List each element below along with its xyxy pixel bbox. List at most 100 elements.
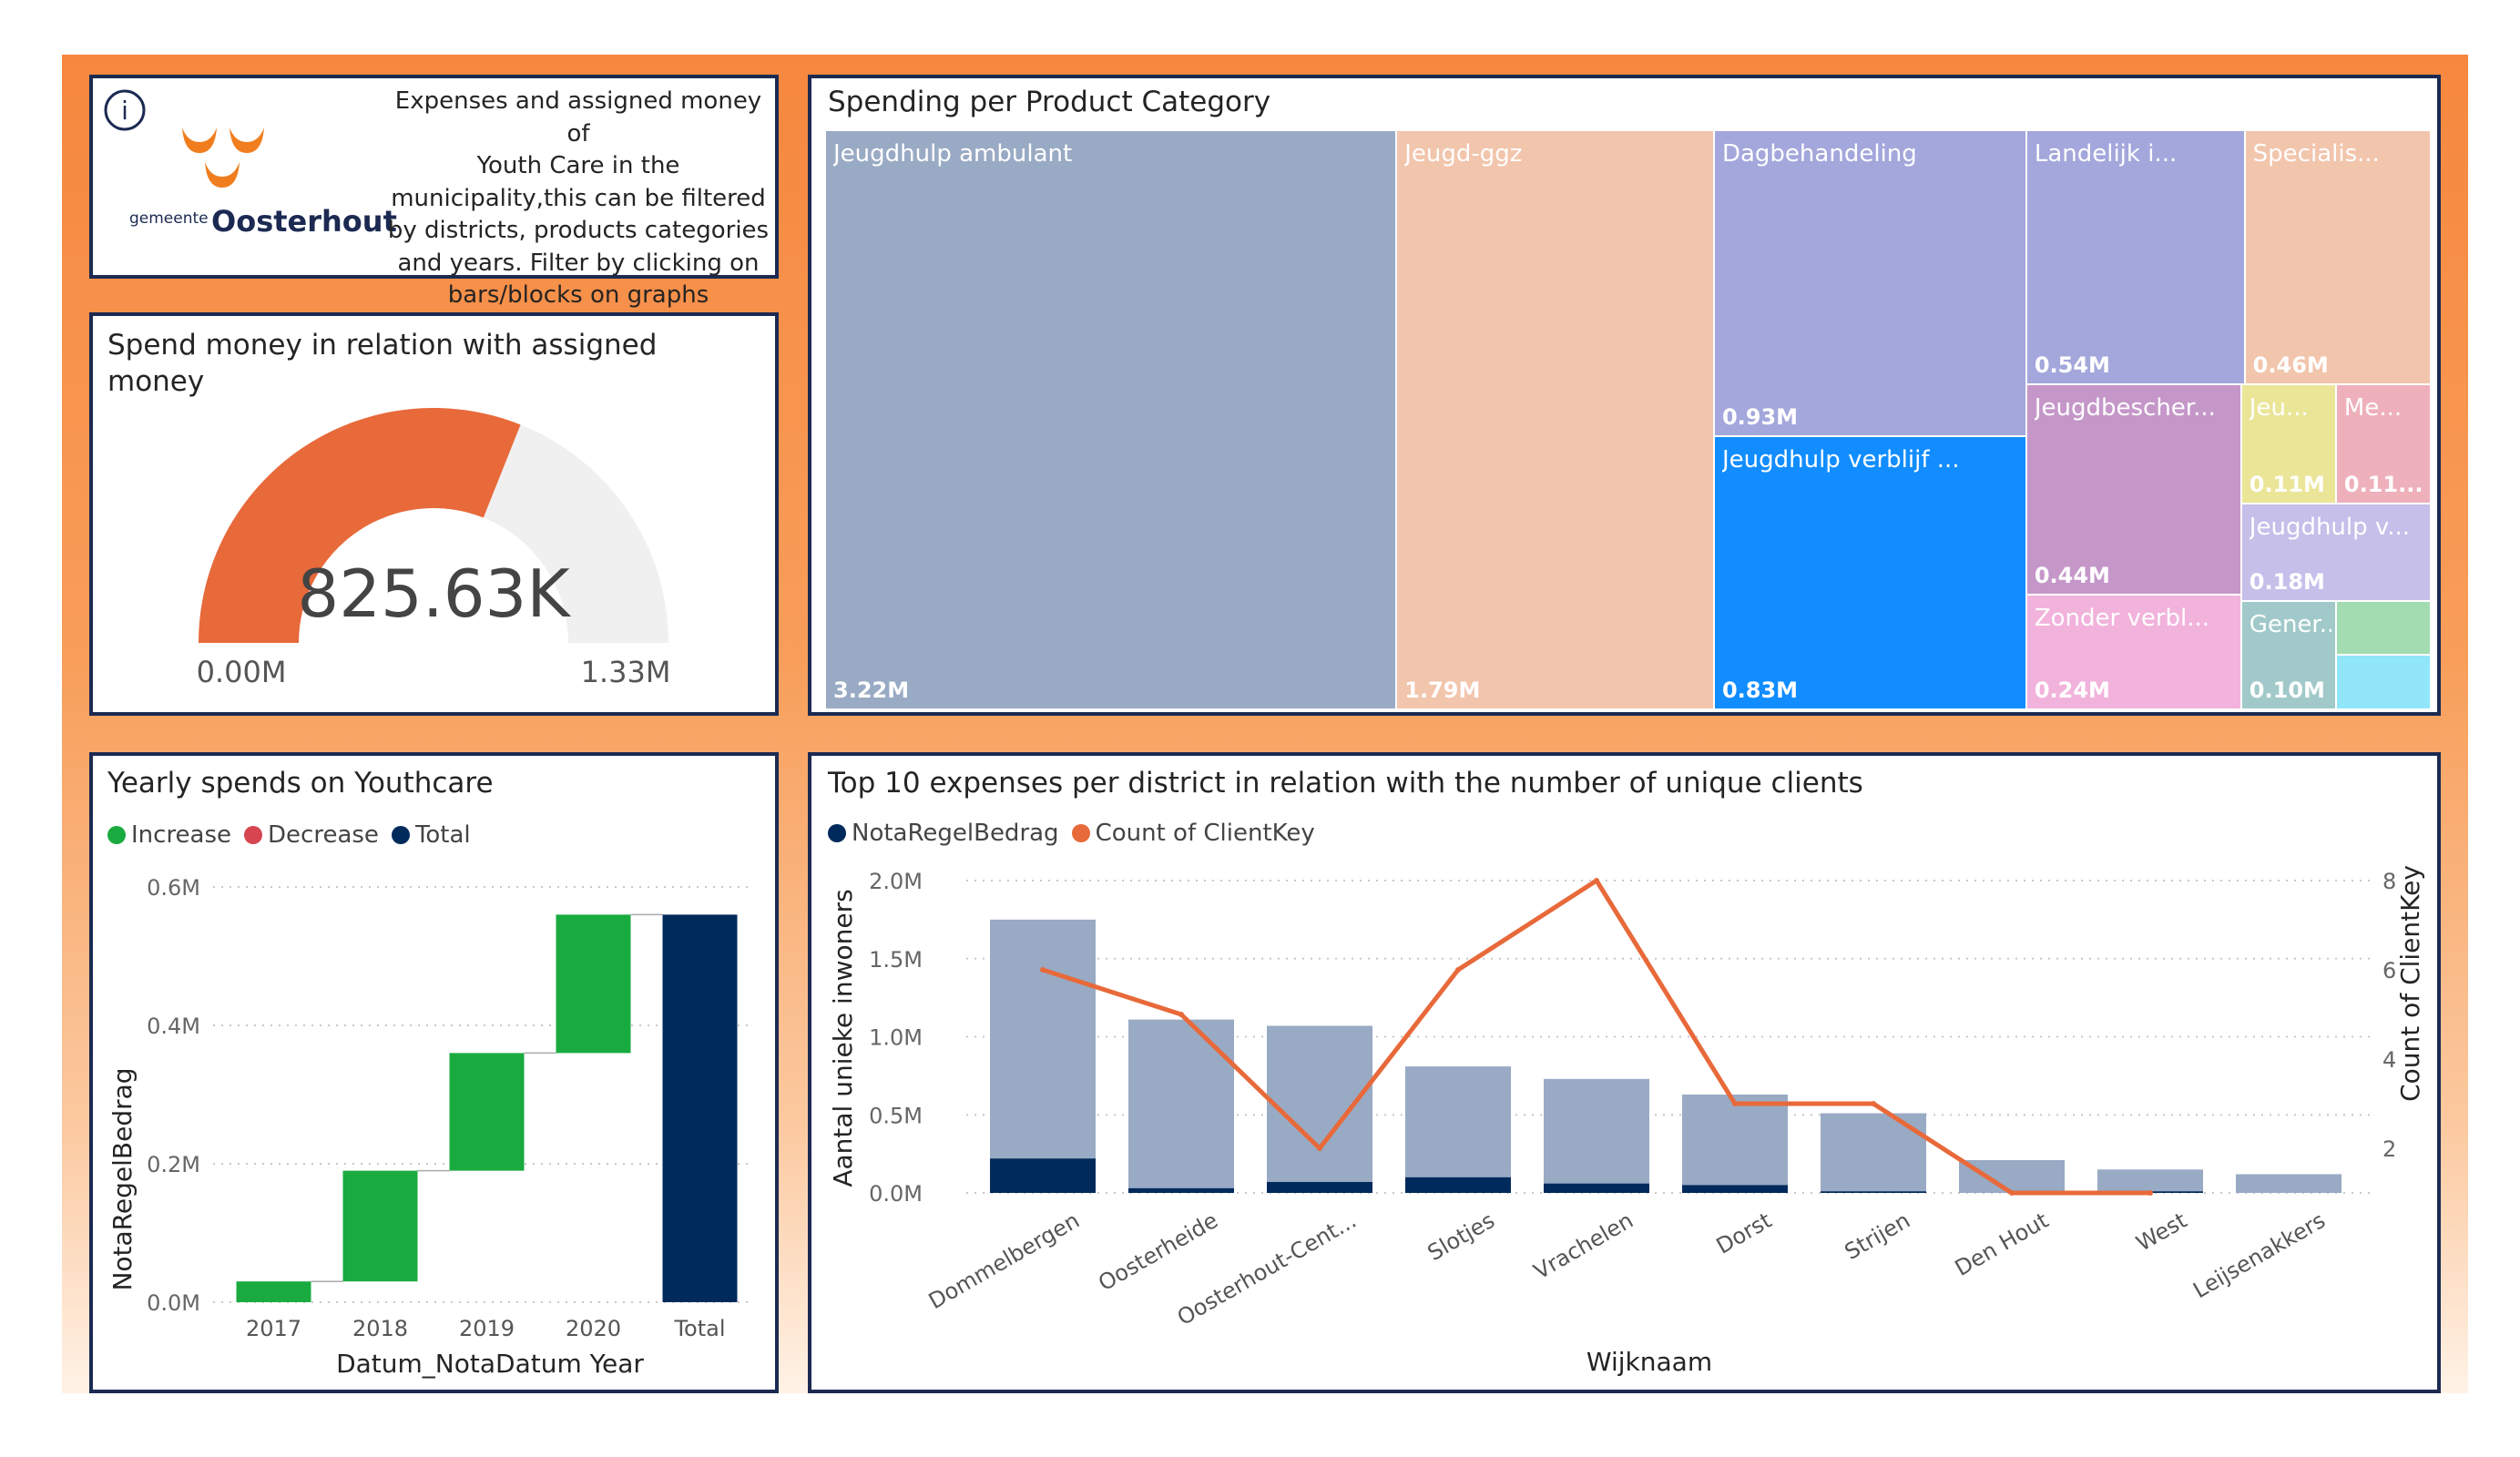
y-tick-label: 0.0M	[147, 1290, 200, 1316]
bar-notaregelbedrag-strijen[interactable]	[1821, 1191, 1926, 1193]
waterfall-bar-2020[interactable]	[556, 914, 631, 1054]
line-point[interactable]	[2148, 1190, 2153, 1196]
info-description: Expenses and assigned money of Youth Car…	[383, 86, 774, 312]
bar-total-den-hout[interactable]	[1959, 1159, 2065, 1193]
x-tick-label: Oosterheide	[1094, 1207, 1222, 1296]
waterfall-bar-2018[interactable]	[342, 1170, 418, 1282]
treemap-tile-value: 0.10M	[2249, 677, 2325, 703]
bar-total-dommelbergen[interactable]	[990, 919, 1096, 1193]
legend-item-count-clientkey[interactable]: Count of ClientKey	[1071, 820, 1315, 847]
waterfall-bar-total[interactable]	[662, 914, 738, 1302]
info-description-line: and years. Filter by clicking on	[397, 249, 760, 277]
legend-item-increase[interactable]: Increase	[107, 821, 231, 849]
gauge-title-line: Spend money in relation with assigned	[107, 329, 658, 362]
legend-item-total[interactable]: Total	[391, 821, 471, 849]
bar-notaregelbedrag-oosterheide[interactable]	[1128, 1187, 1234, 1193]
waterfall-bar-2017[interactable]	[236, 1281, 311, 1302]
y-tick-label-left: 1.0M	[869, 1025, 923, 1051]
treemap-tile-label: Me...	[2343, 393, 2403, 422]
waterfall-bar-2019[interactable]	[449, 1053, 525, 1171]
y-tick-label-left: 2.0M	[869, 869, 923, 894]
bar-notaregelbedrag-dorst[interactable]	[1682, 1185, 1788, 1193]
bar-notaregelbedrag-vrachelen[interactable]	[1544, 1183, 1649, 1193]
bar-notaregelbedrag-oosterhout-cent[interactable]	[1267, 1181, 1372, 1193]
x-tick-label: Slotjes	[1423, 1207, 1499, 1266]
treemap-tile-jeu[interactable]: Jeu... 0.11M	[2240, 383, 2336, 504]
treemap-tile-gener[interactable]: Gener... 0.10M	[2240, 600, 2336, 709]
gauge-panel[interactable]: Spend money in relation with assigned mo…	[89, 312, 779, 716]
treemap-tile-label: Jeugdbescher...	[2034, 393, 2216, 422]
line-point[interactable]	[1594, 878, 1599, 883]
treemap-tile-jeugdhulp-v[interactable]: Jeugdhulp v... 0.18M	[2240, 503, 2431, 601]
waterfall-chart[interactable]: 0.0M 0.2M 0.4M 0.6M 2017 2018 2019 2020 Total N…	[93, 756, 775, 1390]
legend-dot	[391, 826, 410, 844]
x-tick-label: 2017	[246, 1316, 301, 1341]
line-point[interactable]	[1455, 967, 1461, 973]
bar-total-west[interactable]	[2097, 1169, 2203, 1193]
y-tick-label: 0.6M	[147, 875, 200, 901]
y-tick-label: 0.4M	[147, 1014, 200, 1039]
treemap-title: Spending per Product Category	[828, 86, 1271, 118]
bar-notaregelbedrag-dommelbergen[interactable]	[990, 1158, 1096, 1193]
y-tick-label-left: 1.5M	[869, 947, 923, 973]
treemap-tile-label: Jeugdhulp v...	[2249, 513, 2411, 541]
treemap-tile-label: Jeugd-ggz	[1404, 140, 1523, 168]
treemap-tile-jeugdhulp-ambulant[interactable]: Jeugdhulp ambulant 3.22M	[825, 130, 1397, 709]
oosterhout-logo-icon	[182, 127, 264, 188]
combo-y-axis-label-left: Aantal unieke inwoners	[828, 889, 858, 1187]
treemap-tile-jeugd-ggz[interactable]: Jeugd-ggz 1.79M	[1396, 130, 1714, 709]
info-description-line: by districts, products categories	[387, 217, 770, 244]
line-point[interactable]	[1178, 1012, 1184, 1017]
x-tick-label: 2018	[352, 1316, 408, 1341]
treemap-tile-value: 0.11...	[2343, 471, 2423, 497]
line-point[interactable]	[1732, 1101, 1738, 1106]
treemap-tile-jeugdhulp-verblijf[interactable]: Jeugdhulp verblijf ... 0.83M	[1713, 436, 2026, 709]
legend-dot	[828, 824, 846, 842]
treemap-tile-other[interactable]	[2335, 600, 2431, 656]
waterfall-x-axis-label: Datum_NotaDatum Year	[336, 1349, 644, 1379]
gauge-chart[interactable]: 825.63K 0.00M 1.33M	[93, 316, 775, 712]
gauge-fill[interactable]	[199, 407, 521, 643]
treemap-tile-jeugdbescher[interactable]: Jeugdbescher... 0.44M	[2025, 383, 2241, 595]
treemap-tile-zonder-verbl[interactable]: Zonder verbl... 0.24M	[2025, 594, 2241, 709]
treemap-chart[interactable]: Jeugdhulp ambulant 3.22M Jeugd-ggz 1.79M Dag…	[825, 130, 2431, 709]
bar-total-leijsenakkers[interactable]	[2236, 1174, 2341, 1193]
treemap-tile-other[interactable]	[2335, 655, 2431, 709]
y-tick-label-right: 8	[2382, 869, 2396, 894]
legend-label: Decrease	[268, 821, 379, 849]
bar-total-oosterheide[interactable]	[1128, 1019, 1234, 1193]
treemap-tile-label: Zonder verbl...	[2034, 604, 2210, 632]
bar-total-oosterhout-cent[interactable]	[1267, 1025, 1372, 1193]
bar-total-dorst[interactable]	[1682, 1094, 1788, 1193]
x-tick-label: Dommelbergen	[924, 1207, 1084, 1314]
treemap-tile-label: Landelijk i...	[2034, 140, 2178, 168]
treemap-tile-value: 0.24M	[2034, 677, 2110, 703]
treemap-tile-me[interactable]: Me... 0.11...	[2335, 383, 2431, 504]
treemap-tile-specialis[interactable]: Specialis... 0.46M	[2244, 130, 2431, 384]
y-tick-label-left: 0.5M	[869, 1103, 923, 1128]
legend-label: NotaRegelBedrag	[852, 820, 1059, 847]
y-tick-label-right: 2	[2382, 1136, 2396, 1162]
bar-total-vrachelen[interactable]	[1544, 1078, 1649, 1193]
logo-small-text: gemeente	[129, 209, 209, 228]
y-tick-label: 0.2M	[147, 1152, 200, 1177]
logo-name-text: Oosterhout	[211, 204, 397, 239]
legend-item-notaregelbedrag[interactable]: NotaRegelBedrag	[828, 820, 1059, 847]
treemap-tile-label: Gener...	[2249, 610, 2331, 638]
legend-item-decrease[interactable]: Decrease	[244, 821, 379, 849]
bar-notaregelbedrag-slotjes[interactable]	[1405, 1177, 1511, 1193]
treemap-tile-landelijk-i[interactable]: Landelijk i... 0.54M	[2025, 130, 2245, 384]
info-description-line: Expenses and assigned money of	[394, 87, 762, 148]
line-point[interactable]	[1040, 967, 1046, 973]
treemap-tile-value: 0.54M	[2034, 352, 2110, 378]
line-point[interactable]	[1871, 1101, 1876, 1106]
combo-chart[interactable]: 0.0M 0.5M 1.0M 1.5M 2.0M 2 4 6 8 Dommelbergen Oos…	[811, 756, 2437, 1390]
info-icon[interactable]: i	[102, 87, 148, 133]
x-tick-label: 2020	[566, 1316, 621, 1341]
treemap-tile-dagbehandeling[interactable]: Dagbehandeling 0.93M	[1713, 130, 2026, 437]
bar-total-slotjes[interactable]	[1405, 1066, 1511, 1193]
info-glyph: i	[121, 96, 128, 126]
line-point[interactable]	[2009, 1190, 2015, 1196]
combo-panel: Top 10 expenses per district in relation…	[808, 752, 2441, 1393]
line-point[interactable]	[1317, 1146, 1322, 1151]
